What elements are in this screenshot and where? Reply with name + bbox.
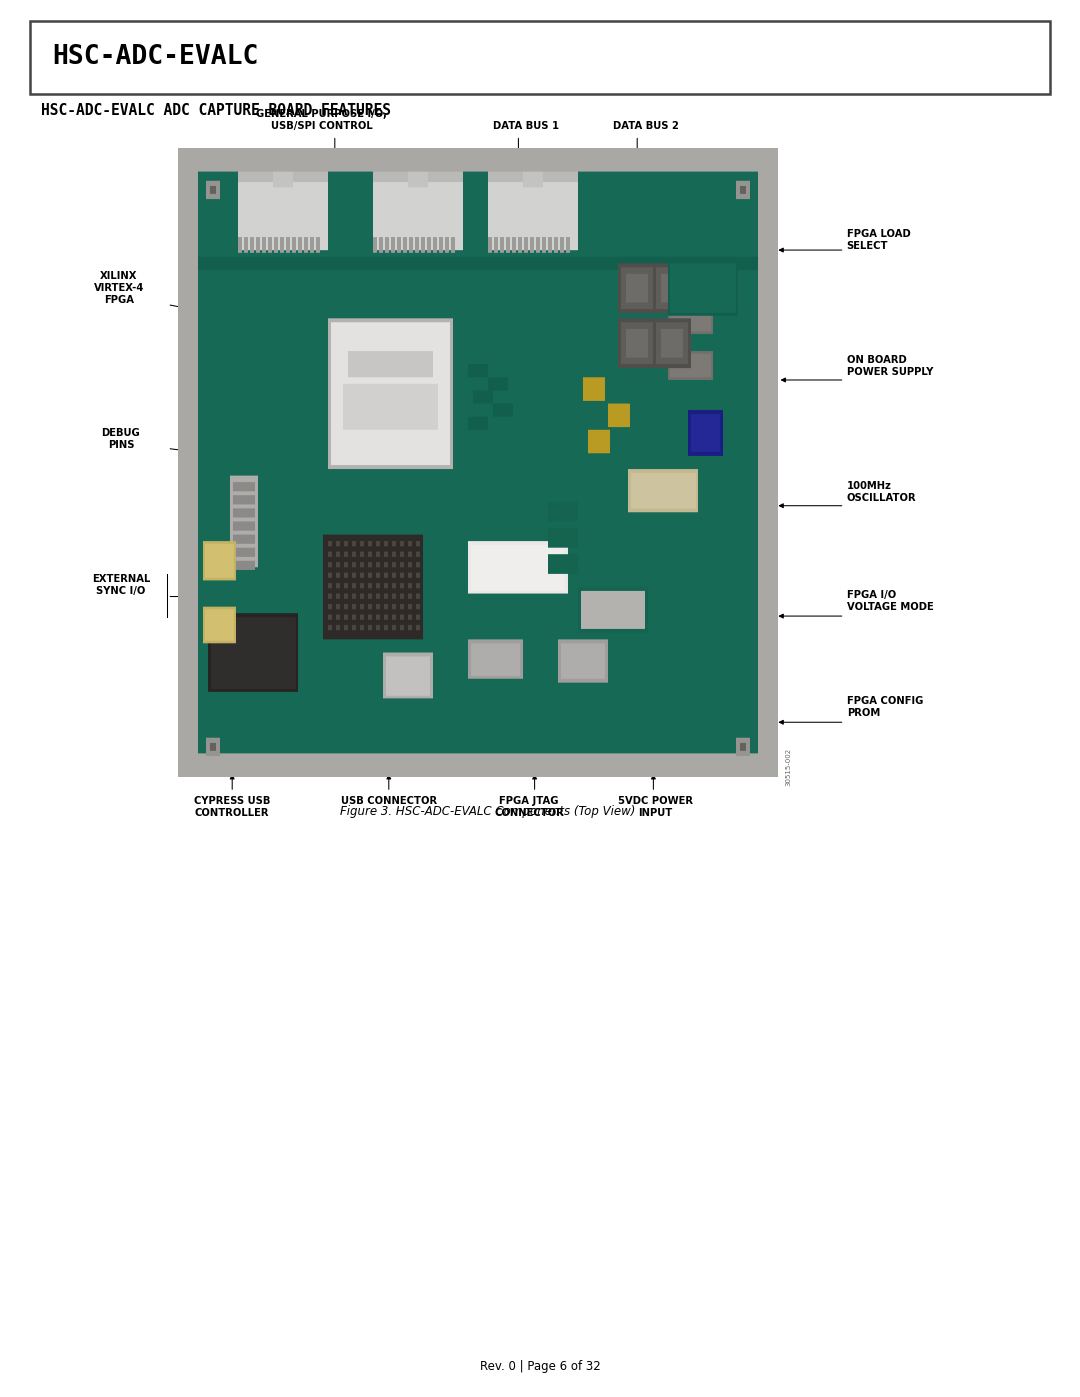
Text: FPGA LOAD
SELECT: FPGA LOAD SELECT bbox=[847, 229, 910, 251]
Text: XILINX
VIRTEX-4
FPGA: XILINX VIRTEX-4 FPGA bbox=[94, 271, 144, 305]
Text: 100MHz
OSCILLATOR: 100MHz OSCILLATOR bbox=[847, 481, 916, 503]
Text: Rev. 0 | Page 6 of 32: Rev. 0 | Page 6 of 32 bbox=[480, 1359, 600, 1373]
Text: HSC-ADC-EVALC ADC CAPTURE BOARD FEATURES: HSC-ADC-EVALC ADC CAPTURE BOARD FEATURES bbox=[41, 103, 391, 117]
Text: ON BOARD
POWER SUPPLY: ON BOARD POWER SUPPLY bbox=[847, 355, 933, 377]
Text: FPGA JTAG
CONNECTOR: FPGA JTAG CONNECTOR bbox=[495, 796, 564, 819]
Text: USB CONNECTOR: USB CONNECTOR bbox=[340, 796, 437, 806]
Text: HSC-ADC-EVALC: HSC-ADC-EVALC bbox=[52, 45, 258, 70]
Text: 5VDC POWER
INPUT: 5VDC POWER INPUT bbox=[618, 796, 693, 819]
Text: Figure 3. HSC-ADC-EVALC Components (Top View): Figure 3. HSC-ADC-EVALC Components (Top … bbox=[340, 805, 636, 817]
Text: EXTERNAL
SYNC I/O: EXTERNAL SYNC I/O bbox=[92, 574, 150, 597]
Text: 30515-002: 30515-002 bbox=[785, 747, 792, 787]
Text: GENERAL PURPOSE I/O,
USB/SPI CONTROL: GENERAL PURPOSE I/O, USB/SPI CONTROL bbox=[256, 109, 388, 131]
Text: DATA BUS 1: DATA BUS 1 bbox=[492, 122, 559, 131]
Text: DEBUG
PINS: DEBUG PINS bbox=[102, 427, 140, 450]
Text: FPGA I/O
VOLTAGE MODE: FPGA I/O VOLTAGE MODE bbox=[847, 590, 933, 612]
Text: DATA BUS 2: DATA BUS 2 bbox=[613, 122, 678, 131]
Text: CYPRESS USB
CONTROLLER: CYPRESS USB CONTROLLER bbox=[194, 796, 270, 819]
Text: FPGA CONFIG
PROM: FPGA CONFIG PROM bbox=[847, 696, 923, 718]
Bar bbox=[30, 21, 1050, 94]
